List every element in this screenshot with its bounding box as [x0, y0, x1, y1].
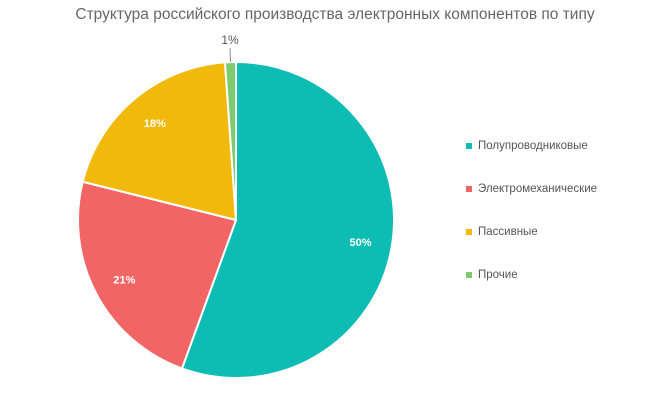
- pie-slice-semiconductor[interactable]: [180, 61, 395, 379]
- legend-swatch-other: [466, 271, 472, 278]
- slice-label-semiconductor: 50%: [349, 237, 371, 249]
- legend-label-other: Прочие: [478, 268, 518, 281]
- chart-title: Структура российского производства элект…: [75, 6, 595, 23]
- pie-slice-electromechanical[interactable]: [77, 180, 237, 370]
- legend-item-electromechanical[interactable]: Электромеханические: [466, 167, 666, 210]
- slice-label-passive: 18%: [144, 118, 166, 130]
- pie-slice-passive[interactable]: [81, 61, 237, 221]
- legend: Полупроводниковые Электромеханические Па…: [466, 124, 666, 296]
- legend-swatch-electromechanical: [466, 185, 472, 192]
- legend-swatch-passive: [466, 228, 472, 235]
- slice-label-other: 1%: [221, 33, 239, 47]
- slice-label-electromechanical: 21%: [113, 274, 135, 286]
- legend-item-semiconductor[interactable]: Полупроводниковые: [466, 124, 666, 167]
- legend-label-electromechanical: Электромеханические: [478, 182, 598, 195]
- legend-swatch-semiconductor: [466, 142, 472, 149]
- legend-label-passive: Пассивные: [478, 225, 538, 238]
- legend-item-other[interactable]: Прочие: [466, 253, 666, 296]
- legend-label-semiconductor: Полупроводниковые: [478, 139, 588, 152]
- legend-item-passive[interactable]: Пассивные: [466, 210, 666, 253]
